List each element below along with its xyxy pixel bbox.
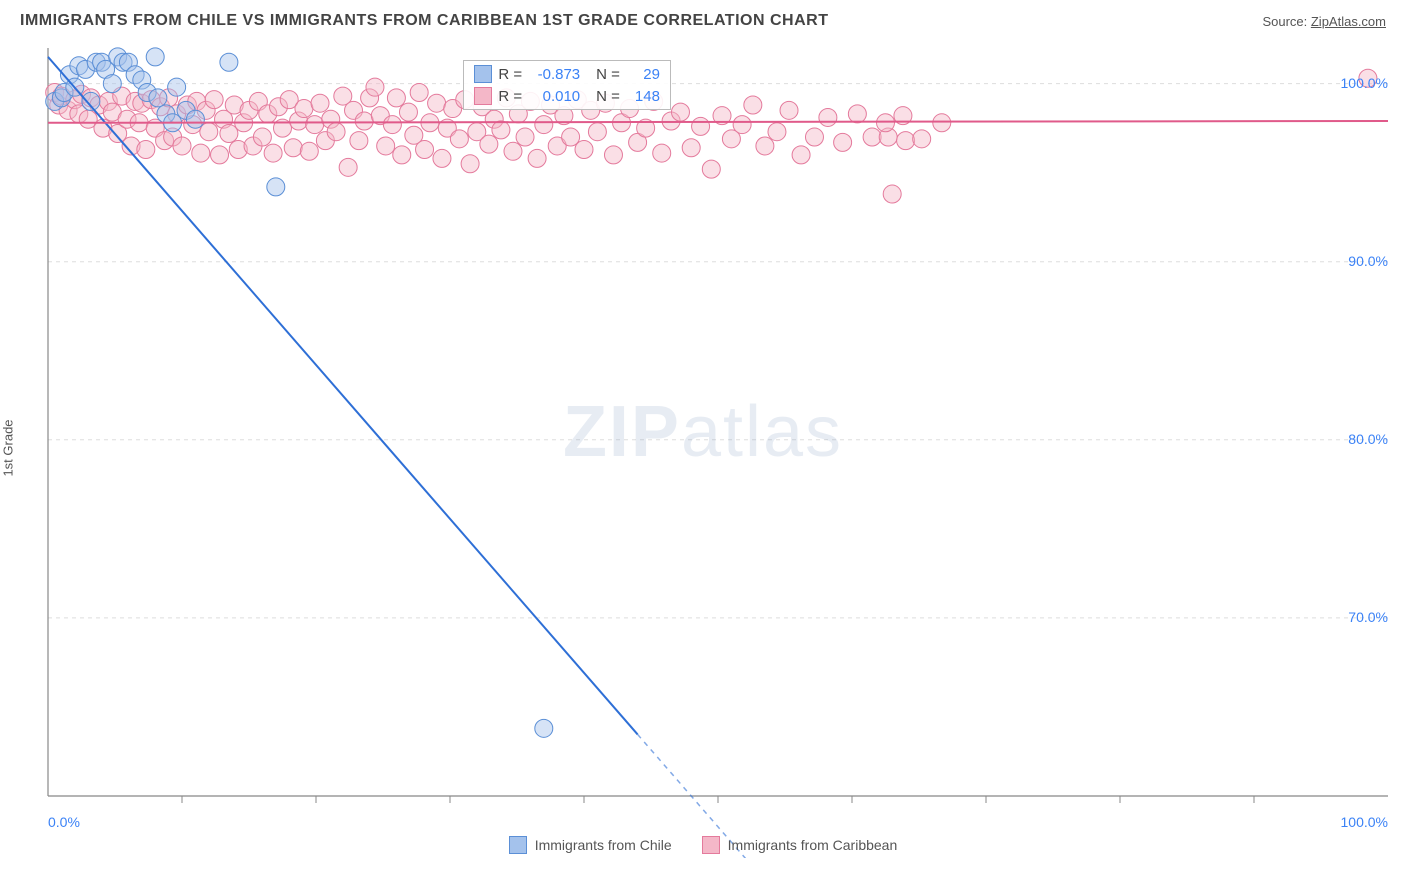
y-tick-label: 90.0% bbox=[1348, 253, 1388, 269]
stat-swatch bbox=[474, 65, 492, 83]
stat-row: R = -0.873 N = 29 bbox=[464, 63, 670, 85]
y-tick-label: 80.0% bbox=[1348, 431, 1388, 447]
legend-label: Immigrants from Caribbean bbox=[728, 837, 898, 853]
legend: Immigrants from Chile Immigrants from Car… bbox=[0, 836, 1406, 854]
x-max-label: 100.0% bbox=[1341, 814, 1388, 830]
source-attribution: Source: ZipAtlas.com bbox=[1262, 14, 1386, 29]
legend-label: Immigrants from Chile bbox=[535, 837, 672, 853]
y-axis-label: 1st Grade bbox=[1, 419, 16, 476]
stat-swatch bbox=[474, 87, 492, 105]
source-link[interactable]: ZipAtlas.com bbox=[1311, 14, 1386, 29]
chart-title: IMMIGRANTS FROM CHILE VS IMMIGRANTS FROM… bbox=[20, 12, 828, 30]
x-min-label: 0.0% bbox=[48, 814, 80, 830]
y-tick-label: 70.0% bbox=[1348, 609, 1388, 625]
legend-swatch bbox=[702, 836, 720, 854]
legend-item: Immigrants from Caribbean bbox=[702, 836, 898, 854]
legend-item: Immigrants from Chile bbox=[509, 836, 672, 854]
chart-area: 1st Grade ZIPatlas 70.0%80.0%90.0%100.0%… bbox=[0, 38, 1406, 858]
x-axis-labels: 0.0% 100.0% bbox=[48, 814, 1388, 830]
stat-row: R = 0.010 N = 148 bbox=[464, 85, 670, 107]
correlation-stats-box: R = -0.873 N = 29 R = 0.010 N = 148 bbox=[463, 60, 671, 110]
legend-swatch bbox=[509, 836, 527, 854]
y-tick-label: 100.0% bbox=[1341, 75, 1388, 91]
scatter-chart bbox=[0, 38, 1406, 858]
chart-header: IMMIGRANTS FROM CHILE VS IMMIGRANTS FROM… bbox=[0, 0, 1406, 38]
